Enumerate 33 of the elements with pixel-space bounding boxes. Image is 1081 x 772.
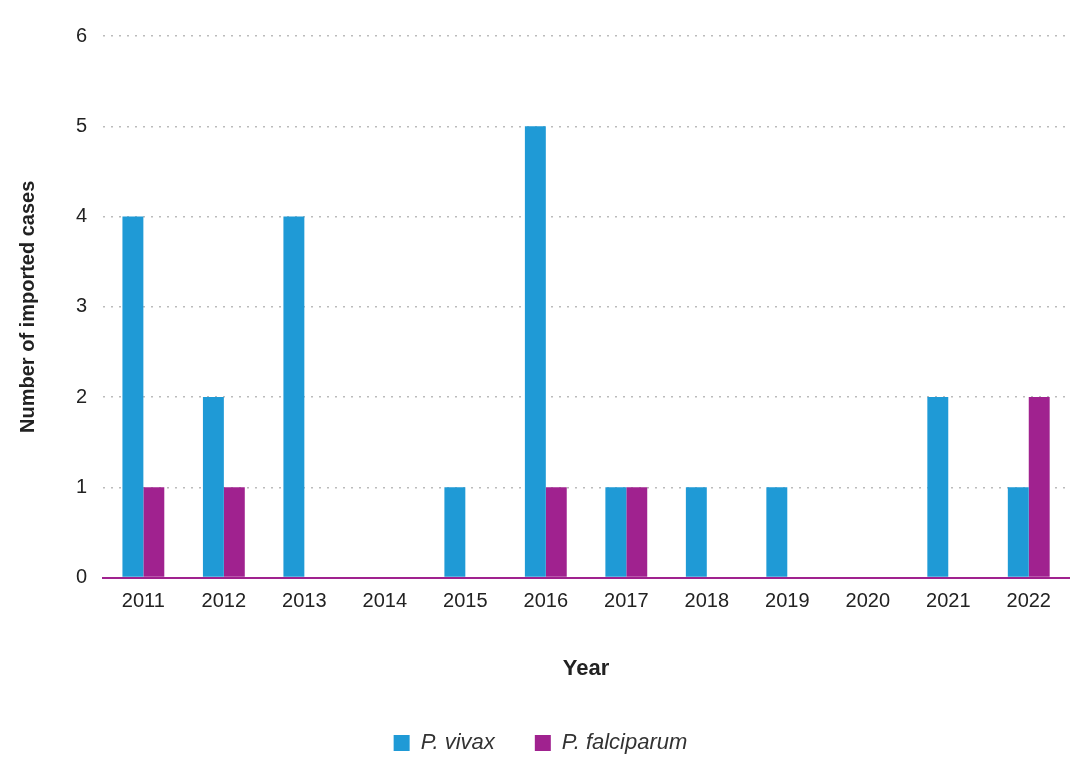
bar <box>685 487 707 577</box>
y-tick-label: 4 <box>76 204 88 227</box>
legend-label: P. falciparum <box>561 729 688 755</box>
x-tick-label: 2021 <box>926 589 971 612</box>
x-tick-label: 2019 <box>765 589 810 612</box>
x-tick-label: 2014 <box>362 589 408 612</box>
bar <box>202 397 224 577</box>
y-tick-label: 2 <box>76 384 88 407</box>
x-axis-title: Year <box>562 654 610 680</box>
bar <box>605 487 627 577</box>
x-tick-label: 2017 <box>604 589 649 612</box>
x-tick-label: 2012 <box>201 589 247 612</box>
y-tick-label: 1 <box>76 474 88 497</box>
y-tick-label: 5 <box>76 113 88 136</box>
bar <box>766 487 788 577</box>
bar <box>524 126 546 577</box>
x-tick-label: 2018 <box>684 589 730 612</box>
x-tick-label: 2011 <box>121 589 165 612</box>
x-tick-label: 2022 <box>1006 589 1052 612</box>
bar <box>283 216 305 577</box>
x-tick-label: 2020 <box>845 589 891 612</box>
bar <box>122 216 144 577</box>
bar <box>927 397 949 577</box>
x-tick-label: 2015 <box>443 589 488 612</box>
y-tick-label: 3 <box>76 294 88 317</box>
bar <box>444 487 466 577</box>
y-axis-title: Number of imported cases <box>15 180 38 433</box>
legend-label: P. vivax <box>420 729 496 755</box>
x-tick-label: 2016 <box>523 589 569 612</box>
y-tick-label: 0 <box>76 565 88 588</box>
x-tick-label: 2013 <box>282 589 327 612</box>
bar <box>1007 487 1029 577</box>
y-tick-label: 6 <box>76 23 88 46</box>
